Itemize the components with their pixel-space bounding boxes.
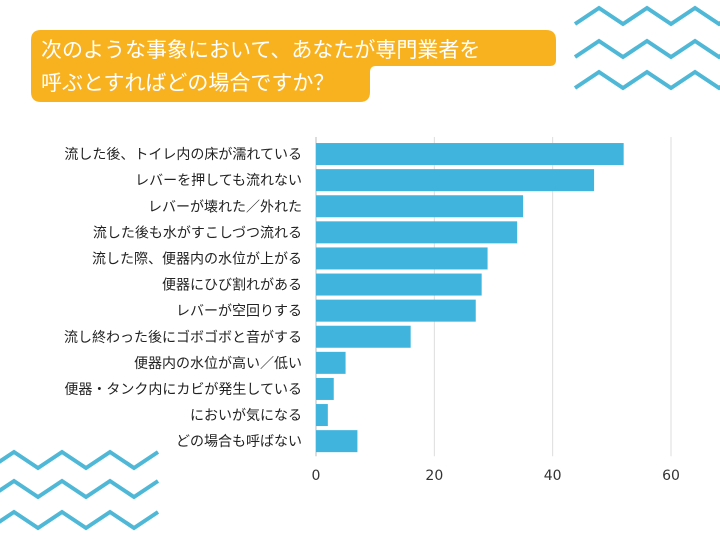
category-label: 流した後、トイレ内の床が濡れている <box>64 147 302 163</box>
x-tick-label: 60 <box>662 468 680 484</box>
category-label: レバーを押しても流れない <box>135 173 302 189</box>
category-label: 便器にひび割れがある <box>162 277 302 294</box>
category-label: 流した後も水がすこしづつ流れる <box>93 225 302 241</box>
bar <box>316 351 346 374</box>
category-label: 便器・タンク内にカビが発生している <box>64 382 302 398</box>
x-tick-label: 20 <box>425 468 443 484</box>
bar <box>316 404 328 427</box>
title-line-1: 次のような事象において、あなたが専門業者を <box>41 38 481 62</box>
bar <box>316 221 518 244</box>
category-label: どの場合も呼ばない <box>176 434 302 450</box>
bar <box>316 143 624 166</box>
bar <box>316 169 595 192</box>
title-background <box>31 30 556 102</box>
category-label: 便器内の水位が高い／低い <box>134 355 302 372</box>
bar <box>316 377 334 400</box>
bar <box>316 195 524 218</box>
category-label: 流し終わった後にゴボゴボと音がする <box>64 329 302 346</box>
category-label: においが気になる <box>190 408 302 424</box>
bar <box>316 430 358 453</box>
title-line-2: 呼ぶとすればどの場合ですか？ <box>41 71 335 95</box>
x-tick-label: 0 <box>312 468 321 484</box>
x-tick-label: 40 <box>544 468 562 484</box>
bar <box>316 325 411 348</box>
bar <box>316 273 482 296</box>
category-label: レバーが壊れた／外れた <box>148 199 302 215</box>
category-label: 流した際、便器内の水位が上がる <box>92 251 302 267</box>
category-label: レバーが空回りする <box>176 304 302 320</box>
question-title: 次のような事象において、あなたが専門業者を 呼ぶとすればどの場合ですか？ <box>31 30 556 102</box>
bar <box>316 247 488 270</box>
bar <box>316 299 476 322</box>
